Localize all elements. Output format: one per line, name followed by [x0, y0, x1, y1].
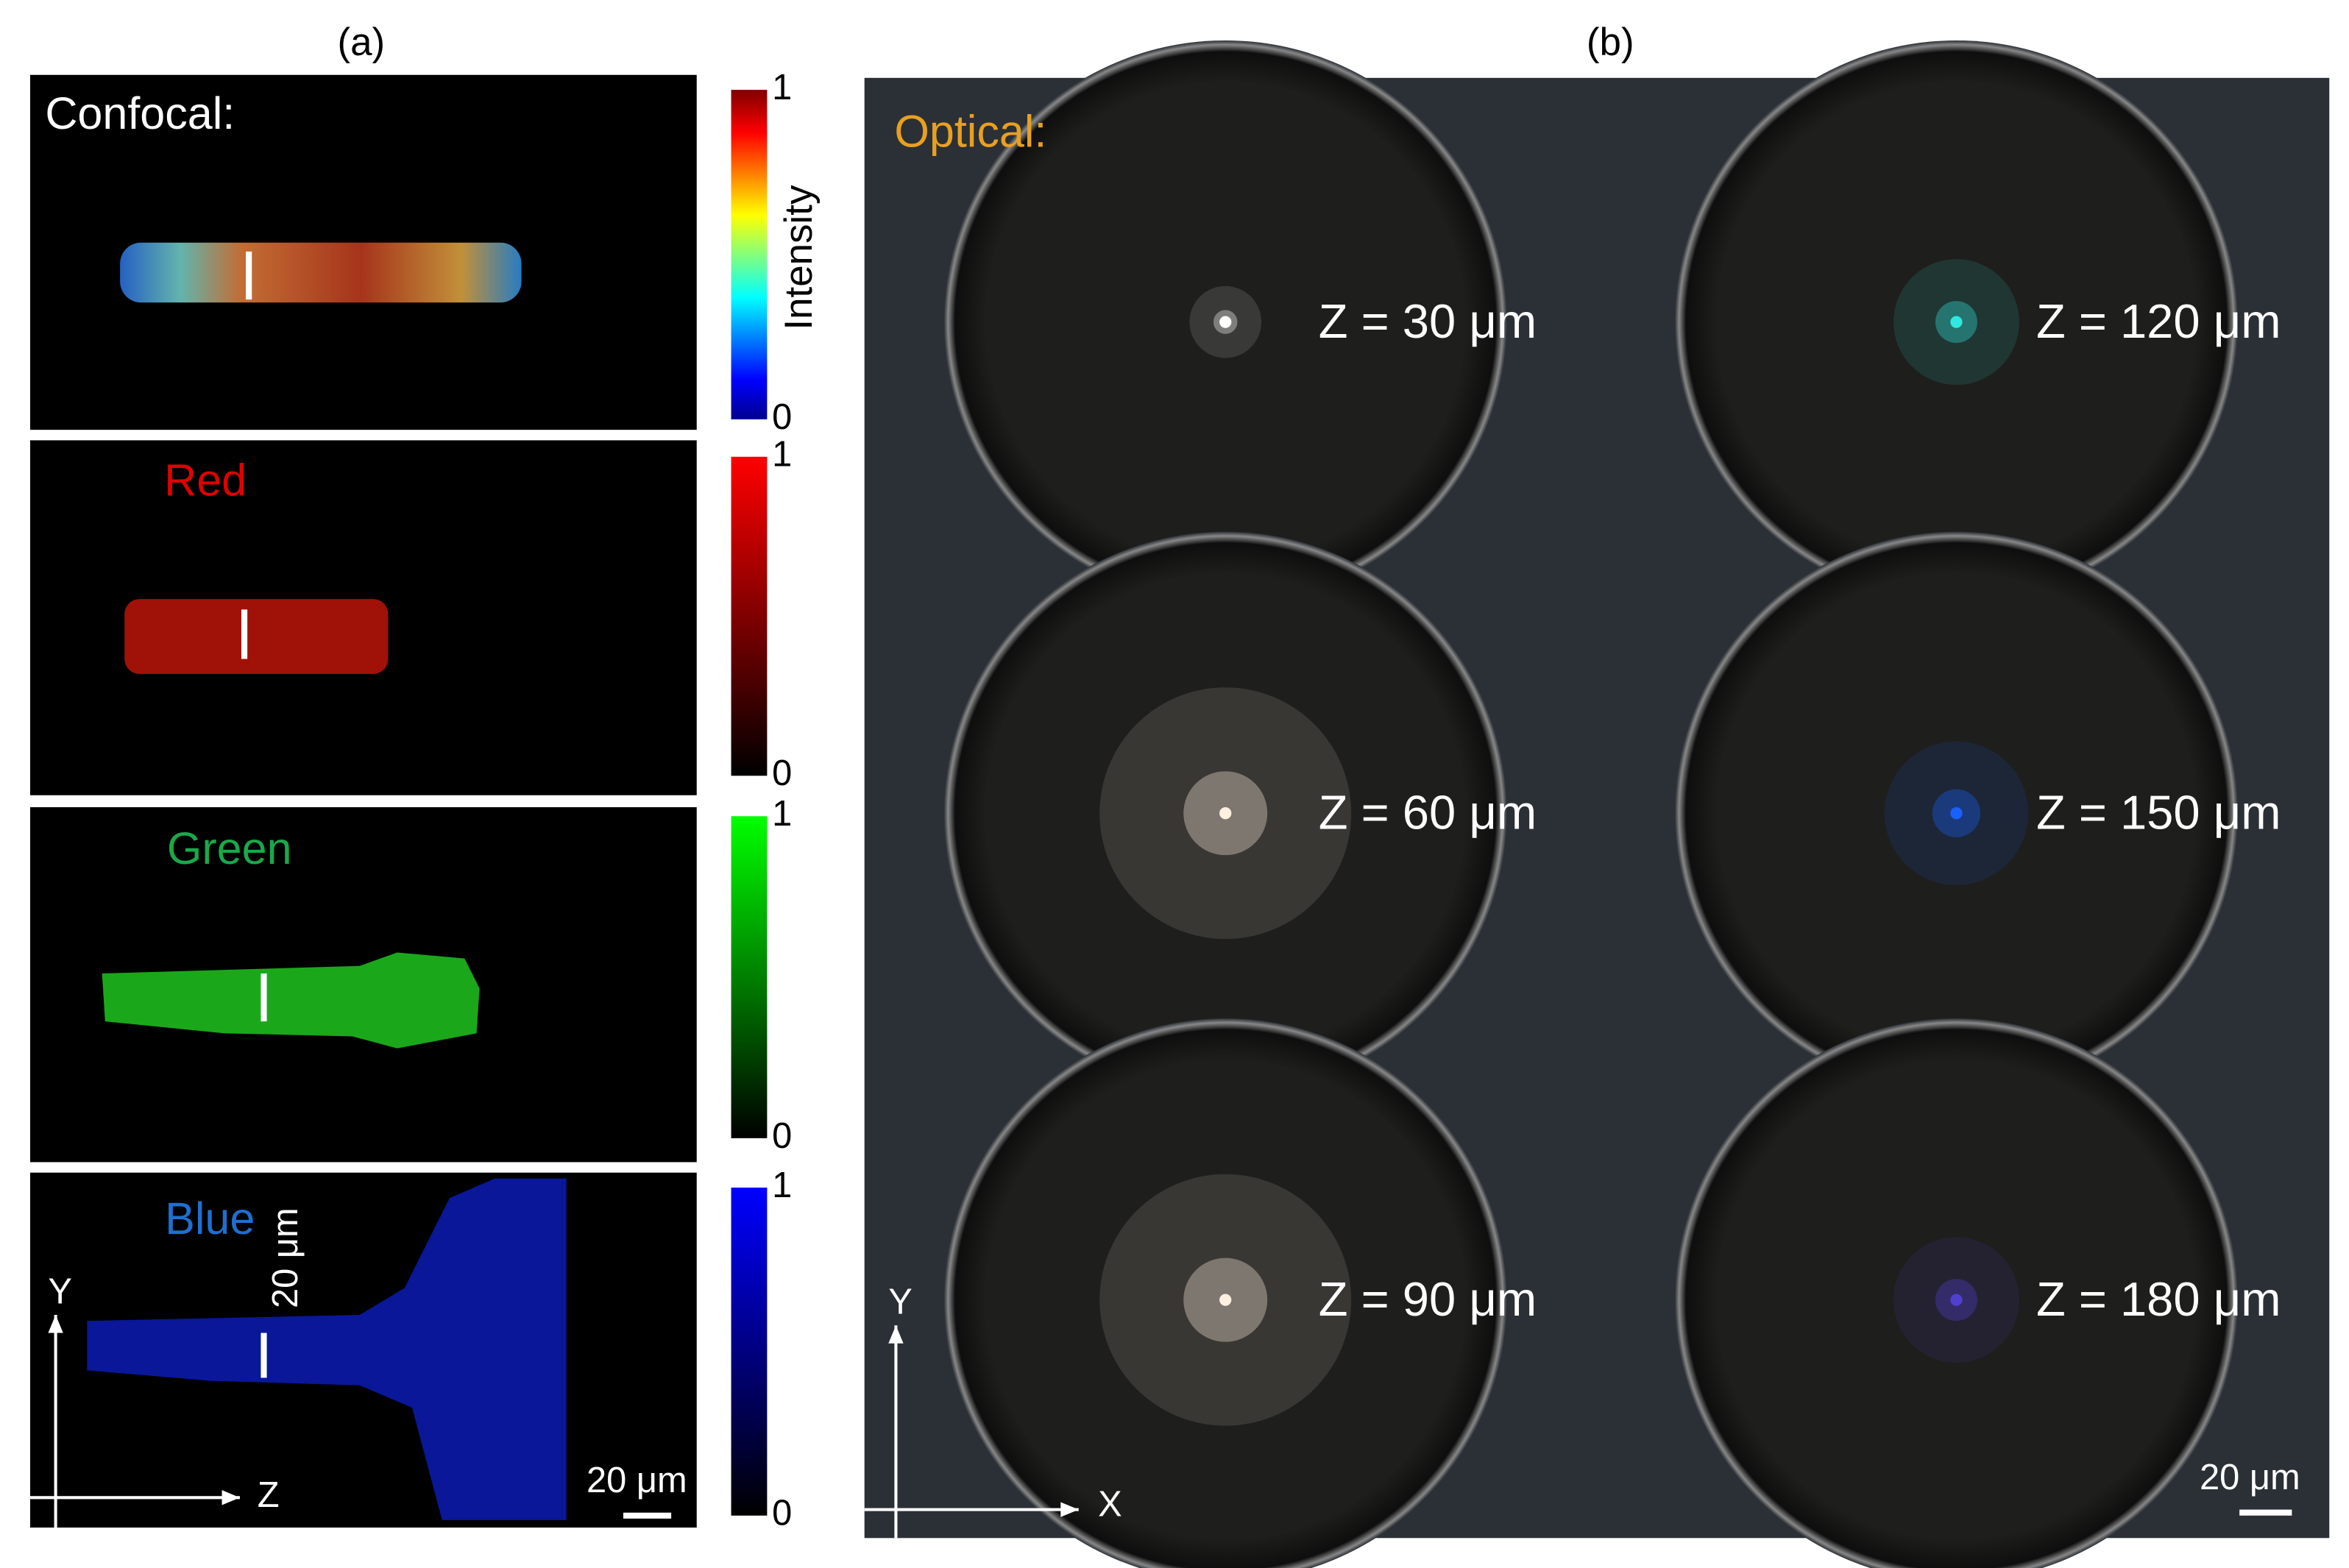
panel-label: (a): [337, 21, 385, 64]
arrow-head: [48, 1315, 63, 1333]
colorbar: [731, 90, 768, 419]
scale-label: 20 μm: [2200, 1458, 2300, 1497]
depth-label: Z = 30 μm: [1319, 294, 1537, 348]
colorbar-tick-label: 1: [772, 1166, 792, 1205]
spot: [1950, 316, 1963, 328]
green-profile: [102, 952, 480, 1049]
vertical-scale: 20 μm: [266, 1207, 305, 1308]
depth-label: Z = 120 μm: [2036, 294, 2281, 348]
spot: [1219, 316, 1232, 328]
colorbar: [731, 816, 768, 1138]
axis-label: Y: [888, 1283, 913, 1322]
colorbar-tick-label: 1: [772, 794, 792, 834]
axis-label: Y: [48, 1271, 72, 1311]
lens-rim: [943, 1018, 1507, 1568]
axis-label: X: [1098, 1484, 1122, 1524]
colorbar-tick-label: 0: [772, 1494, 792, 1533]
depth-label: Z = 150 μm: [2036, 785, 2281, 839]
panel-title: Optical:: [894, 106, 1046, 156]
spot: [1219, 807, 1232, 820]
depth-label: Z = 90 μm: [1319, 1272, 1537, 1326]
axis-label: Z: [258, 1475, 280, 1515]
depth-label: Z = 180 μm: [2036, 1272, 2281, 1326]
arrow-head: [222, 1490, 240, 1505]
scale-label: 20 μm: [587, 1461, 687, 1500]
spot: [1950, 1294, 1963, 1306]
spot: [1950, 807, 1963, 820]
row-label: Red: [164, 455, 247, 505]
colorbar: [731, 456, 768, 776]
depth-label: Z = 60 μm: [1319, 785, 1537, 839]
blue-profile: [87, 1178, 567, 1520]
lens-rim: [1674, 1018, 2238, 1568]
red-profile: [124, 599, 389, 674]
colorbar-tick-label: 0: [772, 1116, 792, 1156]
confocal-profile: [120, 242, 522, 303]
colorbar-title: Intensity: [777, 185, 821, 330]
arrow-head: [888, 1325, 904, 1344]
colorbar-tick-label: 0: [772, 397, 792, 437]
colorbar-tick-label: 1: [772, 435, 792, 475]
spot: [1219, 1294, 1232, 1306]
row-label: Confocal:: [45, 88, 235, 138]
colorbar-tick-label: 1: [772, 68, 792, 107]
panel-label: (b): [1587, 21, 1634, 64]
colorbar-tick-label: 0: [772, 753, 792, 793]
colorbar: [731, 1188, 768, 1516]
row-label: Blue: [165, 1193, 255, 1244]
arrow-head: [1060, 1502, 1079, 1517]
row-label: Green: [167, 823, 292, 873]
